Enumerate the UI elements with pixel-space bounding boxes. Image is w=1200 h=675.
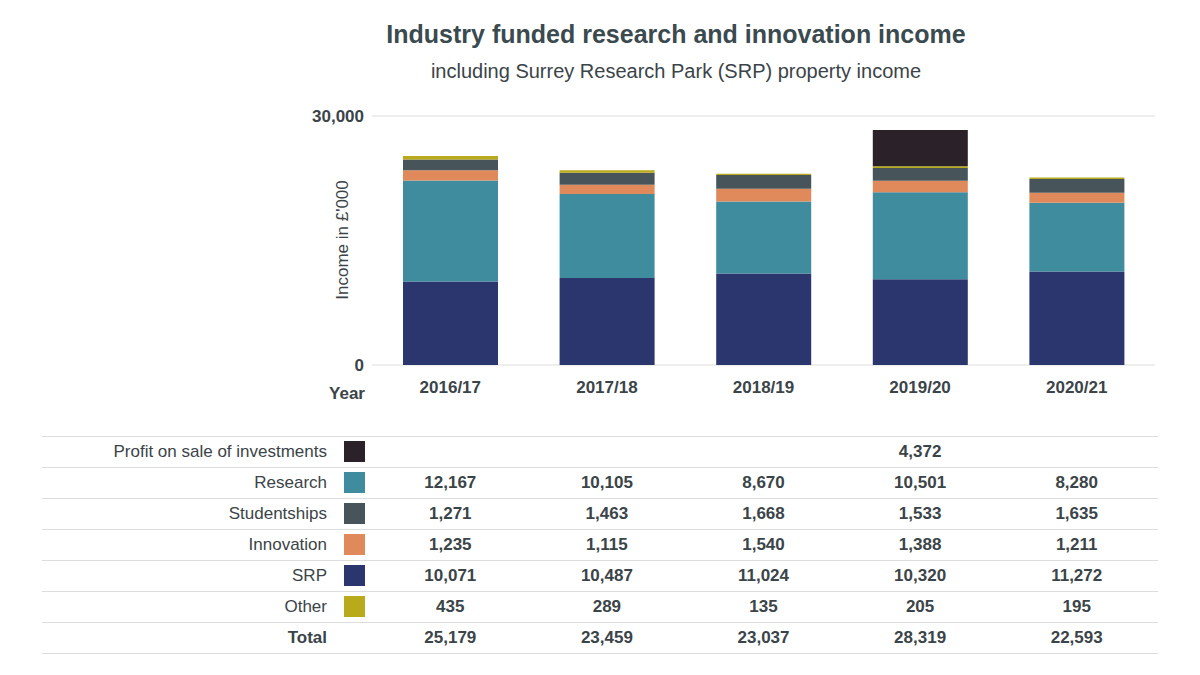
html-text:1,271: 1,271 — [429, 504, 472, 523]
svg-text:2019/20: 2019/20 — [889, 378, 950, 397]
html-text:Year: Year — [329, 384, 365, 403]
html-text:Profit on sale of investments: Profit on sale of investments — [113, 442, 327, 461]
html-text:Other: Other — [284, 597, 327, 616]
html-text:23,037: 23,037 — [737, 628, 790, 647]
html-text:289: 289 — [592, 597, 622, 616]
html-text:including Surrey Research Park: including Surrey Research Park (SRP) pro… — [430, 60, 922, 82]
html-text:8,280: 8,280 — [1055, 473, 1098, 492]
svg-text:2018/19: 2018/19 — [733, 378, 794, 397]
html-text:Research: Research — [254, 473, 327, 492]
html-text:205: 205 — [905, 597, 935, 616]
html-text:10,105: 10,105 — [580, 473, 633, 492]
svg-text:30,000: 30,000 — [312, 107, 364, 126]
html-text:Income in £'000: Income in £'000 — [333, 180, 352, 300]
svg-text:2020/21: 2020/21 — [1046, 378, 1107, 397]
html-text:22,593: 22,593 — [1050, 628, 1103, 647]
html-text:1,533: 1,533 — [898, 504, 942, 523]
html-text:23,459: 23,459 — [580, 628, 633, 647]
html-text:1,388: 1,388 — [898, 535, 942, 554]
html-text:10,320: 10,320 — [894, 566, 947, 585]
html-text:Innovation: Innovation — [248, 535, 327, 554]
html-text:25,179: 25,179 — [424, 628, 477, 647]
html-text:11,272: 11,272 — [1051, 566, 1103, 585]
svg-text:2016/17: 2016/17 — [420, 378, 481, 397]
html-text:Industry funded research and i: Industry funded research and innovation … — [386, 20, 966, 48]
svg-text:2017/18: 2017/18 — [576, 378, 637, 397]
html-text:1,211: 1,211 — [1055, 535, 1098, 554]
html-text:195: 195 — [1062, 597, 1091, 616]
html-text:SRP: SRP — [292, 566, 327, 585]
html-text:10,071: 10,071 — [424, 566, 477, 585]
html-text:1,463: 1,463 — [585, 504, 629, 523]
html-text:4,372: 4,372 — [898, 442, 942, 461]
html-text:435: 435 — [436, 597, 465, 616]
html-text:10,501: 10,501 — [894, 473, 947, 492]
html-text:Total: Total — [287, 628, 327, 647]
html-text:1,540: 1,540 — [742, 535, 785, 554]
svg-text:0: 0 — [355, 356, 364, 375]
html-text:8,670: 8,670 — [742, 473, 785, 492]
html-text:1,668: 1,668 — [742, 504, 785, 523]
html-text:1,235: 1,235 — [429, 535, 472, 554]
html-text:1,115: 1,115 — [586, 535, 628, 554]
html-text:12,167: 12,167 — [424, 473, 477, 492]
html-text:1,635: 1,635 — [1055, 504, 1098, 523]
html-text:10,487: 10,487 — [580, 566, 633, 585]
html-text:135: 135 — [749, 597, 778, 616]
html-text:11,024: 11,024 — [738, 566, 789, 585]
html-text:Studentships: Studentships — [228, 504, 327, 523]
html-text:28,319: 28,319 — [894, 628, 947, 647]
